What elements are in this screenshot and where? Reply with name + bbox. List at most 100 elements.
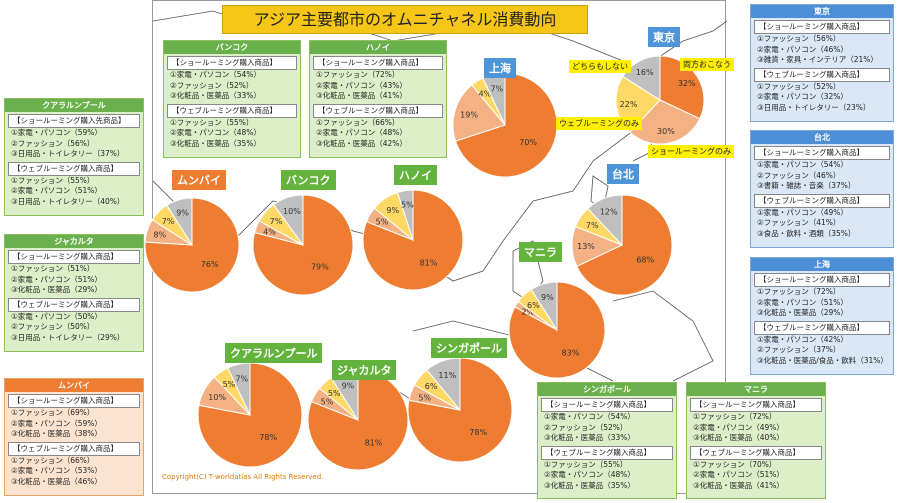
box-manila-i2-2: ②家電・パソコン（51%）	[693, 470, 784, 479]
box-jakarta-i1-1: ①ファッション（51%）	[11, 264, 95, 273]
box-hanoi-i2-2: ②家電・パソコン（48%）	[316, 128, 407, 137]
label-tokyo: 東京	[648, 27, 680, 47]
pie-label-5-2: 9%	[386, 206, 399, 215]
box-tokyo-i1-2: ②家電・パソコン（46%）	[757, 44, 848, 54]
box-singapore-s1: 【ショールーミング購入商品】	[541, 398, 673, 412]
box-bangkok-s1: 【ショールーミング購入商品】	[167, 56, 297, 70]
box-mumbai-title: ムンバイ	[5, 379, 143, 392]
box-taipei-i1-1: ①家電・パソコン（54%）	[757, 160, 848, 169]
pie-label-6-0: 83%	[562, 349, 580, 358]
label-hanoi: ハノイ	[394, 165, 437, 185]
pie-label-4-0: 79%	[311, 263, 329, 272]
pie-slice-5-3	[396, 189, 414, 241]
box-manila-i2-3: ③化粧品・医薬品（41%）	[693, 480, 784, 490]
box-tokyo-s2: 【ウェブルーミング購入商品】	[754, 67, 890, 82]
pie-label-4-3: 10%	[283, 207, 301, 216]
box-mumbai-i1-2: ②家電・パソコン（59%）	[11, 418, 102, 428]
box-kl-title: クアラルンプール	[5, 99, 143, 112]
legend-neither: どちらもしない	[569, 60, 631, 73]
pie-label-4-2: 7%	[270, 217, 283, 226]
box-bangkok: バンコク 【ショールーミング購入商品】 ①家電・パソコン（54%） ②ファッショ…	[163, 40, 301, 158]
box-singapore-i1-1: ①家電・パソコン（54%）	[544, 412, 635, 421]
pie-label-6-3: 9%	[541, 293, 554, 302]
pie-label-5-3: 5%	[401, 200, 414, 209]
pie-label-8-1: 5%	[321, 398, 334, 407]
box-mumbai-i1-1: ①ファッション（69%）	[11, 408, 95, 417]
label-bangkok: バンコク	[281, 170, 336, 190]
pie-slice-9-3	[426, 357, 461, 412]
box-jakarta: ジャカルタ 【ショールーミング購入商品】 ①ファッション（51%） ②家電・パソ…	[4, 234, 144, 352]
box-kl-i2-3: ③日用品・トイレタリー（40%）	[11, 196, 125, 206]
box-singapore-i2-2: ②家電・パソコン（48%）	[544, 470, 635, 479]
pie-slice-6-0	[508, 281, 606, 379]
box-bangkok-i1-1: ①家電・パソコン（54%）	[170, 70, 261, 79]
pie-slice-3-3	[166, 197, 193, 247]
box-shanghai-s1: 【ショールーミング購入商品】	[754, 273, 890, 287]
pie-label-2-3: 12%	[600, 208, 618, 217]
box-tokyo-s1: 【ショールーミング購入商品】	[754, 20, 890, 34]
box-jakarta-s1: 【ショールーミング購入商品】	[8, 250, 140, 264]
pie-label-5-0: 81%	[420, 259, 438, 268]
pie-slice-0-0	[659, 55, 705, 120]
box-taipei-i2-1: ①家電・パソコン（49%）	[757, 207, 848, 217]
box-bangkok-i2-3: ③化粧品・医薬品（35%）	[170, 138, 261, 148]
box-shanghai-s2: 【ウェブルーミング購入商品】	[754, 320, 890, 335]
box-singapore-i1-3: ③化粧品・医薬品（33%）	[544, 433, 635, 442]
box-taipei-i2-2: ②ファッション（41%）	[757, 218, 841, 227]
box-jakarta-i2-3: ③日用品・トイレタリー（29%）	[11, 332, 125, 342]
box-jakarta-i2-2: ②ファッション（50%）	[11, 322, 95, 331]
pie-label-0-0: 32%	[678, 79, 696, 88]
pie-slice-2-3	[587, 194, 623, 247]
box-tokyo-i1-3: ③雑貨・家具・インテリア（21%）	[757, 55, 878, 64]
legend-show: ショールーミングのみ	[648, 145, 734, 158]
pie-label-3-0: 76%	[201, 260, 219, 269]
pie-label-9-0: 78%	[469, 428, 487, 437]
box-manila-title: マニラ	[687, 383, 825, 396]
pie-label-1-2: 4%	[479, 89, 492, 98]
box-bangkok-title: バンコク	[164, 41, 300, 54]
box-hanoi-title: ハノイ	[310, 41, 446, 54]
pie-label-9-1: 5%	[418, 393, 431, 402]
pie-label-6-1: 2%	[521, 307, 534, 316]
box-manila-i1-2: ②家電・パソコン（49%）	[693, 422, 784, 432]
box-mumbai: ムンバイ 【ショールーミング購入商品】 ①ファッション（69%） ②家電・パソコ…	[4, 378, 144, 496]
pie-label-8-0: 81%	[365, 439, 383, 448]
box-kl: クアラルンプール 【ショールーミング購入先商品】 ①家電・パソコン（59%） ②…	[4, 98, 144, 216]
box-shanghai-i1-3: ③化粧品・医薬品（29%）	[757, 308, 848, 317]
chart-title: アジア主要都市のオムニチャネル消費動向	[222, 5, 588, 34]
pie-label-1-3: 7%	[490, 84, 503, 93]
pie-slice-4-0	[252, 194, 354, 296]
box-mumbai-s2: 【ウェブルーミング購入商品】	[8, 441, 140, 456]
pie-label-2-2: 7%	[586, 221, 599, 230]
pie-label-0-2: 22%	[620, 100, 638, 109]
box-mumbai-i2-1: ①ファッション（66%）	[11, 455, 95, 465]
box-shanghai-i2-1: ①家電・パソコン（42%）	[757, 334, 848, 344]
box-kl-i1-3: ③日用品・トイレタリー（37%）	[11, 149, 125, 158]
legend-web: ウェブルーミングのみ	[556, 117, 642, 130]
box-taipei-i2-3: ③食品・飲料・酒類（35%）	[757, 228, 856, 238]
box-hanoi-i2-1: ①ファッション（66%）	[316, 117, 400, 127]
box-taipei-s1: 【ショールーミング購入商品】	[754, 146, 890, 160]
box-manila-i1-3: ③化粧品・医薬品（40%）	[693, 433, 784, 442]
box-jakarta-i1-2: ②家電・パソコン（51%）	[11, 274, 102, 284]
box-jakarta-s2: 【ウェブルーミング購入商品】	[8, 297, 140, 312]
pie-label-1-1: 19%	[460, 111, 478, 120]
box-bangkok-i1-3: ③化粧品・医薬品（33%）	[170, 91, 261, 100]
label-mumbai: ムンバイ	[172, 170, 226, 190]
pie-label-9-2: 6%	[425, 382, 438, 391]
pie-label-0-1: 30%	[657, 127, 675, 136]
pie-slice-1-0	[454, 72, 558, 178]
box-tokyo: 東京 【ショールーミング購入商品】 ①ファッション（56%） ②家電・パソコン（…	[750, 4, 894, 122]
label-taipei: 台北	[607, 164, 639, 184]
box-shanghai-i1-1: ①ファッション（72%）	[757, 287, 841, 296]
pie-label-8-2: 5%	[328, 389, 341, 398]
pie-label-8-3: 9%	[342, 381, 355, 390]
box-jakarta-i1-3: ③化粧品・医薬品（29%）	[11, 285, 102, 294]
box-taipei: 台北 【ショールーミング購入商品】 ①家電・パソコン（54%） ②ファッション（…	[750, 130, 894, 248]
pie-label-5-1: 5%	[376, 218, 389, 227]
box-hanoi-i1-2: ②家電・パソコン（43%）	[316, 80, 407, 90]
legend-both: 両方おこなう	[680, 58, 734, 71]
label-manila: マニラ	[519, 242, 562, 262]
pie-slice-6-3	[530, 281, 558, 332]
